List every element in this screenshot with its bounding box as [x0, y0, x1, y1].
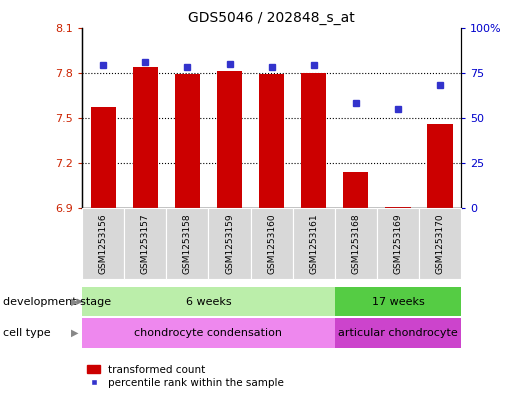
Bar	[301, 73, 326, 208]
Text: development stage: development stage	[3, 297, 111, 307]
Bar	[217, 71, 242, 208]
Text: 17 weeks: 17 weeks	[372, 297, 425, 307]
Legend: transformed count, percentile rank within the sample: transformed count, percentile rank withi…	[87, 365, 284, 388]
Bar	[91, 107, 116, 208]
Bar	[335, 287, 461, 316]
Bar	[124, 208, 166, 279]
Text: GSM1253160: GSM1253160	[267, 213, 276, 274]
Bar	[259, 74, 284, 208]
Bar	[293, 208, 335, 279]
Text: cell type: cell type	[3, 328, 50, 338]
Text: GSM1253170: GSM1253170	[436, 213, 445, 274]
Title: GDS5046 / 202848_s_at: GDS5046 / 202848_s_at	[188, 11, 355, 25]
Bar	[251, 208, 293, 279]
Bar	[335, 318, 461, 348]
Text: GSM1253157: GSM1253157	[141, 213, 150, 274]
Bar	[132, 67, 158, 208]
Bar	[377, 208, 419, 279]
Text: GSM1253159: GSM1253159	[225, 213, 234, 274]
Text: chondrocyte condensation: chondrocyte condensation	[135, 328, 282, 338]
Bar	[419, 208, 461, 279]
Bar	[343, 172, 368, 208]
Text: GSM1253156: GSM1253156	[99, 213, 108, 274]
Text: ▶: ▶	[71, 328, 78, 338]
Bar	[82, 287, 335, 316]
Text: GSM1253168: GSM1253168	[351, 213, 360, 274]
Bar	[82, 208, 124, 279]
Bar	[82, 318, 335, 348]
Bar	[166, 208, 208, 279]
Text: GSM1253158: GSM1253158	[183, 213, 192, 274]
Text: ▶: ▶	[71, 297, 78, 307]
Text: 6 weeks: 6 weeks	[186, 297, 231, 307]
Bar	[427, 124, 453, 208]
Bar	[208, 208, 251, 279]
Text: GSM1253169: GSM1253169	[393, 213, 402, 274]
Bar	[335, 208, 377, 279]
Bar	[175, 74, 200, 208]
Bar	[385, 207, 411, 208]
Text: GSM1253161: GSM1253161	[309, 213, 318, 274]
Text: articular chondrocyte: articular chondrocyte	[338, 328, 458, 338]
